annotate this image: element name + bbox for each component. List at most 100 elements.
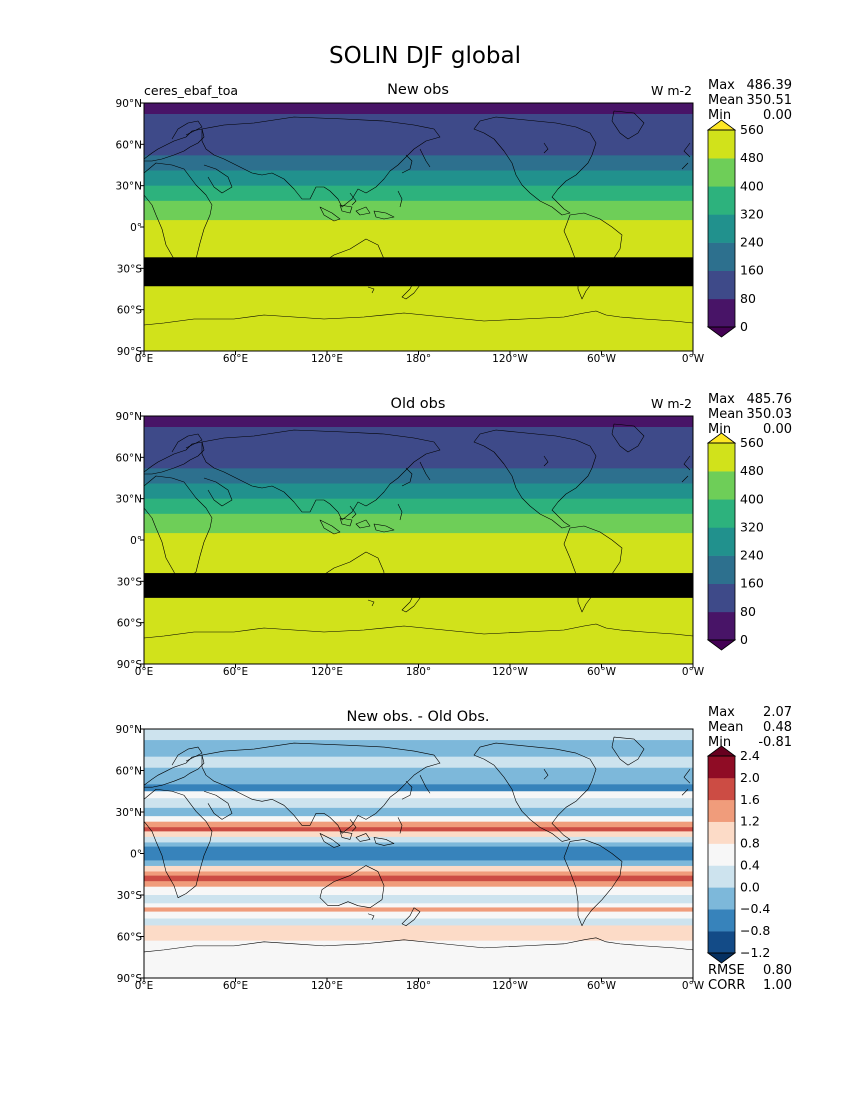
stat-rmse-value: 0.80 — [763, 963, 792, 978]
lat-band — [144, 170, 693, 187]
colorbar-tick-label: 0.4 — [740, 857, 760, 872]
y-tick-label: 90°N — [116, 98, 142, 110]
colorbar: 0 80 160 240 320 400 480 560 — [706, 119, 764, 338]
map-area — [143, 729, 694, 979]
y-tick-label: 30°N — [116, 494, 142, 506]
stat-max-label: Max — [708, 705, 735, 720]
y-tick-label: 90°N — [116, 724, 142, 736]
lat-band — [144, 871, 693, 877]
lat-band — [144, 807, 693, 817]
colorbar-segment — [708, 242, 735, 272]
colorbar-under-arrow — [706, 639, 737, 651]
stat-min-label: Min — [708, 108, 731, 123]
x-tick-label: 0°E — [135, 353, 154, 365]
colorbar-under-arrow — [706, 326, 737, 338]
x-tick-label: 120°E — [311, 353, 343, 365]
y-tick-label: 60°N — [116, 766, 142, 778]
x-tick-label: 120°W — [492, 353, 528, 365]
y-tick-label: 90°N — [116, 411, 142, 423]
x-tick-label: 0°W — [682, 666, 705, 678]
colorbar-segment — [708, 843, 735, 866]
lat-band — [144, 816, 693, 823]
lat-band — [144, 886, 693, 896]
y-tick-label: 90°S — [117, 346, 143, 358]
x-tick-label: 120°W — [492, 980, 528, 992]
colorbar-tick-label: 0 — [740, 632, 748, 647]
x-tick-label: 120°E — [311, 980, 343, 992]
colorbar-segment — [708, 158, 735, 187]
lat-band — [144, 918, 693, 926]
stat-max-value: 486.39 — [747, 78, 793, 93]
colorbar-tick-label: 320 — [740, 206, 764, 221]
lat-band — [144, 513, 693, 534]
lat-band — [144, 468, 693, 484]
y-tick-label: 30°S — [117, 890, 143, 902]
lat-band — [144, 895, 693, 904]
y-tick-label: 60°S — [117, 932, 143, 944]
stat-mean-value: 0.48 — [763, 720, 792, 735]
stat-max-label: Max — [708, 392, 735, 407]
lat-band — [144, 756, 693, 769]
lat-band — [144, 875, 693, 882]
figure-title: SOLIN DJF global — [329, 43, 521, 69]
colorbar-tick-label: 1.6 — [740, 792, 760, 807]
lat-band — [144, 860, 693, 867]
error-stats-block: RMSE 0.80 CORR 1.00 — [708, 963, 792, 993]
lat-band — [144, 573, 693, 599]
stats-block: Max 2.07 Mean 0.48 Min -0.81 — [708, 705, 792, 750]
colorbar-tick-label: 0.0 — [740, 879, 760, 894]
colorbar-tick-label: 80 — [740, 604, 756, 619]
y-tick-label: 0° — [130, 849, 142, 861]
x-tick-label: 60°W — [587, 666, 617, 678]
lat-band — [144, 155, 693, 171]
lat-band — [144, 831, 693, 838]
colorbar-segment — [708, 214, 735, 243]
stat-corr-label: CORR — [708, 978, 745, 993]
colorbar-segment — [708, 821, 735, 844]
x-tick-label: 0°E — [135, 666, 154, 678]
colorbar-segment — [708, 909, 735, 932]
colorbar-tick-label: −1.2 — [740, 945, 770, 960]
colorbar-segment — [708, 499, 735, 528]
lat-band — [144, 427, 693, 469]
panel-old-obs: Old obs W m-2 Max 485.76 Mean 350.03 Min… — [116, 392, 792, 678]
colorbar-segment — [708, 471, 735, 500]
lat-band — [144, 740, 693, 758]
colorbar-tick-label: 240 — [740, 548, 764, 563]
colorbar: 0 80 160 240 320 400 480 560 — [706, 432, 764, 651]
panel-title: New obs. - Old Obs. — [347, 709, 490, 725]
colorbar-tick-label: 560 — [740, 435, 764, 450]
lat-band — [144, 597, 693, 665]
colorbar-tick-label: −0.8 — [740, 923, 770, 938]
colorbar-tick-label: 240 — [740, 235, 764, 250]
x-tick-label: 60°E — [223, 980, 248, 992]
stats-block: Max 485.76 Mean 350.03 Min 0.00 — [708, 392, 792, 437]
lat-band — [144, 821, 693, 828]
stat-min-value: 0.00 — [763, 108, 792, 123]
lat-band — [144, 846, 693, 861]
y-tick-label: 0° — [130, 222, 142, 234]
colorbar: −1.2 −0.8 −0.4 0.0 0.4 0.8 1.2 1.6 2.0 2.4 — [706, 745, 770, 964]
stat-corr-value: 1.00 — [763, 978, 792, 993]
colorbar-tick-label: 2.4 — [740, 748, 760, 763]
colorbar-segment — [708, 298, 735, 328]
colorbar-tick-label: 80 — [740, 291, 756, 306]
stat-min-label: Min — [708, 735, 731, 750]
colorbar-tick-label: 0 — [740, 319, 748, 334]
colorbar-tick-label: −0.4 — [740, 901, 770, 916]
colorbar-segment — [708, 931, 735, 954]
x-tick-label: 180° — [406, 666, 431, 678]
x-tick-label: 0°W — [682, 353, 705, 365]
lat-band — [144, 729, 693, 741]
panel-title: Old obs — [391, 396, 446, 412]
lat-band — [144, 791, 693, 799]
x-tick-label: 180° — [406, 980, 431, 992]
colorbar-segment — [708, 865, 735, 888]
stat-min-label: Min — [708, 422, 731, 437]
colorbar-tick-label: 480 — [740, 463, 764, 478]
stat-mean-label: Mean — [708, 720, 743, 735]
colorbar-tick-label: 400 — [740, 491, 764, 506]
colorbar-tick-label: 320 — [740, 519, 764, 534]
panel-difference: New obs. - Old Obs. Max 2.07 Mean 0.48 M… — [116, 705, 792, 993]
y-tick-label: 30°N — [116, 807, 142, 819]
